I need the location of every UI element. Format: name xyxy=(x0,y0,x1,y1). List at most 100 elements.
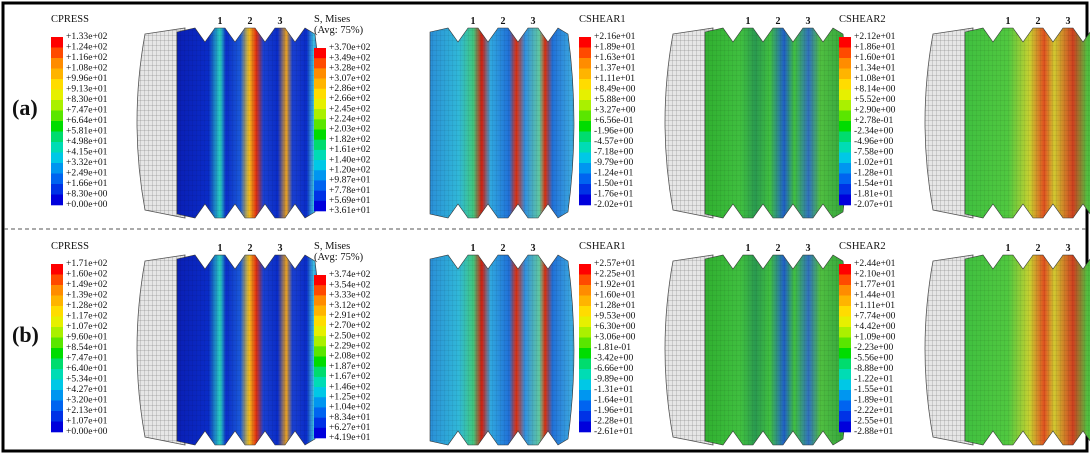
legend-color-band xyxy=(839,295,851,307)
panel: CSHEAR1 +2.57e+01+2.25e+01+1.92e+01+1.60e… xyxy=(579,241,850,446)
legend-label: +3.07e+02 xyxy=(329,73,371,84)
model-mesh xyxy=(430,255,574,445)
legend-color-band xyxy=(51,285,63,296)
legend-color-band xyxy=(579,316,591,328)
legend-label: -2.02e+01 xyxy=(594,199,633,210)
legend-color-band xyxy=(314,295,326,306)
legend-color-band xyxy=(314,315,326,327)
ring-label: 2 xyxy=(501,16,506,27)
legend-color-band xyxy=(579,110,591,122)
legend-color-band xyxy=(839,421,851,433)
legend-label: +9.60e+01 xyxy=(66,332,108,343)
legend-label: +1.60e+01 xyxy=(854,52,896,63)
legend-color-band xyxy=(314,98,326,110)
legend-label: +9.96e+01 xyxy=(66,73,108,84)
legend-label: +6.64e+01 xyxy=(66,115,108,126)
legend-color-band xyxy=(579,274,591,286)
legend-color-band xyxy=(839,358,851,370)
legend-label: +2.91e+02 xyxy=(329,310,371,321)
legend-color-band xyxy=(579,121,591,132)
legend-label: +1.11e+01 xyxy=(594,73,635,84)
legend-label: +8.34e+01 xyxy=(329,412,371,423)
legend-color-band xyxy=(579,337,591,349)
legend-label: +5.88e+00 xyxy=(594,94,636,105)
ring-label: 1 xyxy=(218,243,223,254)
legend-color-band xyxy=(314,417,326,429)
legend-label: +1.61e+02 xyxy=(329,144,371,155)
legend-color-band xyxy=(839,79,851,90)
legend-color-band xyxy=(839,274,851,286)
legend-title: CSHEAR1 xyxy=(579,241,626,252)
legend-label: -2.61e+01 xyxy=(594,426,633,437)
legend-color-band xyxy=(51,421,63,433)
legend-label: +2.90e+00 xyxy=(854,105,896,116)
legend-label: +4.15e+01 xyxy=(66,147,108,158)
legend-label: +1.40e+02 xyxy=(329,154,371,165)
legend-label: +3.49e+02 xyxy=(329,52,371,63)
legend-label: +1.82e+02 xyxy=(329,134,371,145)
legend-color-band xyxy=(51,264,63,275)
legend-color-band xyxy=(314,68,326,79)
legend-label: +5.34e+01 xyxy=(66,374,108,385)
legend-color-band xyxy=(579,369,591,380)
legend-color-band xyxy=(51,369,63,380)
legend-color-band xyxy=(51,348,63,359)
panel: CSHEAR2 +2.12e+01+1.86e+01+1.60e+01+1.34e… xyxy=(839,14,1090,219)
legend-label: +2.12e+01 xyxy=(854,31,896,42)
legend-color-band xyxy=(51,274,63,286)
legend-color-band xyxy=(314,387,326,398)
legend-label: +3.70e+02 xyxy=(329,42,371,53)
legend-label: +7.47e+01 xyxy=(66,105,108,116)
legend-color-band xyxy=(314,336,326,347)
legend-label: +3.33e+02 xyxy=(329,290,371,301)
legend-color-band xyxy=(51,337,63,349)
legend-title: CPRESS xyxy=(51,241,89,252)
legend-label: +1.04e+02 xyxy=(329,402,371,413)
legend-label: -9.79e+00 xyxy=(594,157,633,168)
legend-color-band xyxy=(579,421,591,433)
legend-color-band xyxy=(839,100,851,111)
ring-label: 3 xyxy=(806,16,811,27)
legend-label: +5.81e+01 xyxy=(66,126,108,137)
legend-label: +3.32e+01 xyxy=(66,157,108,168)
legend-label: +1.11e+01 xyxy=(854,300,895,311)
legend-color-band xyxy=(839,89,851,101)
legend-color-band xyxy=(314,180,326,191)
legend-label: -1.24e+01 xyxy=(594,168,633,179)
legend-color-band xyxy=(314,407,326,418)
legend-title: S, Mises xyxy=(314,14,350,25)
legend-color-band xyxy=(579,68,591,80)
legend-label: -2.34e+00 xyxy=(854,126,893,137)
legend-color-band xyxy=(839,58,851,69)
legend-color-band xyxy=(579,264,591,275)
legend-label: +1.17e+02 xyxy=(66,311,108,322)
legend-label: -9.89e+00 xyxy=(594,374,633,385)
legend-color-band xyxy=(51,100,63,111)
legend-color-band xyxy=(314,139,326,151)
legend-color-band xyxy=(839,337,851,349)
legend-color-band xyxy=(314,376,326,388)
legend-label: +9.53e+00 xyxy=(594,311,636,322)
legend-label: +1.89e+01 xyxy=(594,42,636,53)
row-label: (b) xyxy=(12,322,39,347)
legend-color-band xyxy=(314,325,326,337)
legend-label: -1.55e+01 xyxy=(854,384,893,395)
legend-color-band xyxy=(839,400,851,412)
panel: CSHEAR2 +2.44e+01+2.10e+01+1.77e+01+1.44e… xyxy=(839,241,1090,446)
legend-label: +8.30e+01 xyxy=(66,94,108,105)
ring-label: 2 xyxy=(248,16,253,27)
legend-color-band xyxy=(51,316,63,328)
legend-label: +9.87e+01 xyxy=(329,175,371,186)
legend-label: +1.87e+02 xyxy=(329,361,371,372)
legend-label: +1.71e+02 xyxy=(66,258,108,269)
legend-label: +1.24e+02 xyxy=(66,42,108,53)
legend-color-band xyxy=(579,306,591,317)
legend-color-band xyxy=(314,129,326,140)
legend-label: +1.33e+02 xyxy=(66,31,108,42)
legend-color-band xyxy=(579,58,591,69)
legend-label: +3.12e+02 xyxy=(329,300,371,311)
legend-title: (Avg: 75%) xyxy=(314,252,364,263)
